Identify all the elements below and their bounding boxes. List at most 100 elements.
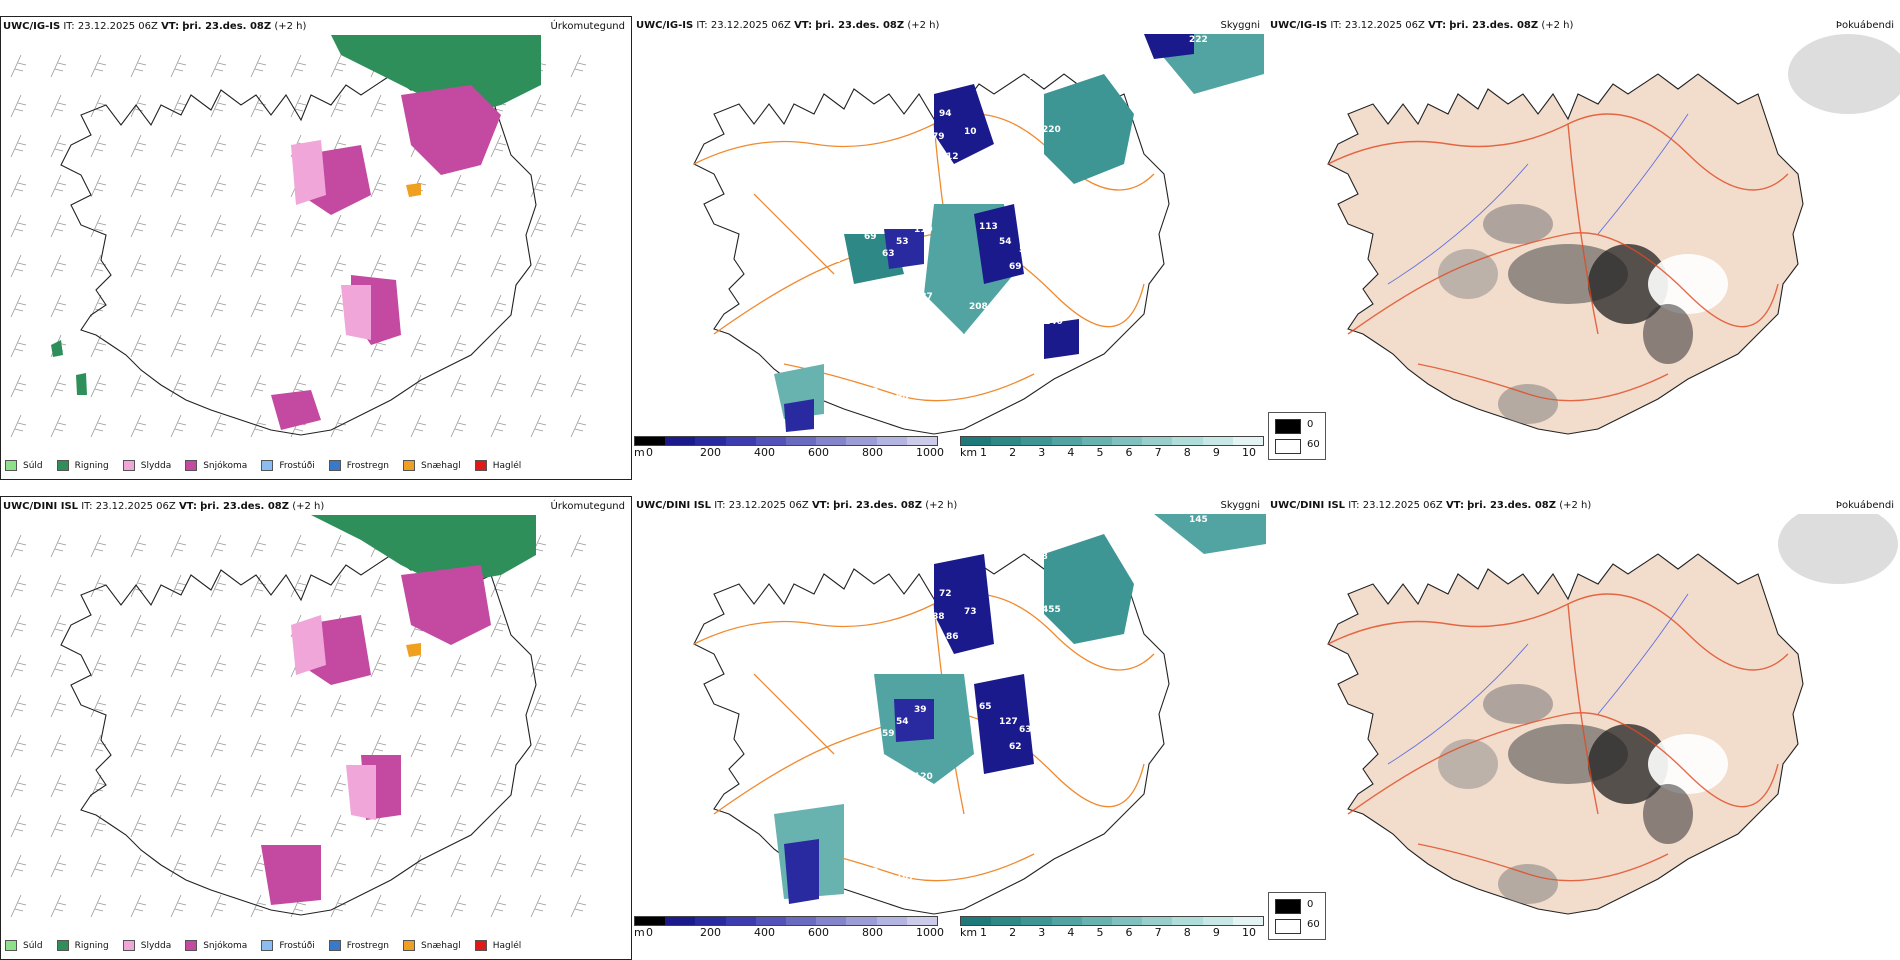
wind-barb: [290, 694, 307, 718]
wind-barb: [50, 374, 67, 398]
wind-barb: [410, 414, 427, 438]
wind-barb: [490, 694, 507, 718]
wind-barb: [330, 214, 347, 238]
wind-barb: [450, 414, 467, 438]
wind-barb: [170, 134, 187, 158]
height-color-cell: [635, 437, 666, 445]
panel-title: Úrkomutegund: [550, 501, 625, 512]
visibility-color-strip: [960, 916, 1264, 926]
wind-barb: [410, 374, 427, 398]
wind-barb: [90, 854, 107, 878]
legend-item: Frostregn: [328, 460, 389, 471]
wind-barb: [130, 334, 147, 358]
wind-barb: [570, 174, 587, 198]
wind-barb: [210, 534, 227, 558]
height-tick-label: 1000: [916, 926, 944, 939]
wind-barb: [530, 214, 547, 238]
cloudbase-label: 127: [999, 717, 1018, 727]
wind-barb: [170, 334, 187, 358]
wind-barb: [570, 94, 587, 118]
height-tick-label: 400: [754, 926, 775, 939]
legend-item: Súld: [5, 940, 43, 951]
height-color-cell: [755, 437, 787, 445]
legend-item: Snjókoma: [185, 460, 247, 471]
wind-barb: [10, 94, 27, 118]
wind-barb: [570, 654, 587, 678]
wind-barb: [10, 54, 27, 78]
wind-barb: [530, 134, 547, 158]
wind-barb: [10, 614, 27, 638]
wind-barb: [50, 774, 67, 798]
wind-barb: [370, 374, 387, 398]
cloudbase-label: 53: [896, 237, 909, 247]
wind-barb: [50, 534, 67, 558]
wind-barb: [370, 894, 387, 918]
precip-type-panel-igis: UWC/IG-IS IT: 23.12.2025 06Z VT: þri. 23…: [0, 16, 632, 480]
wind-barb: [130, 894, 147, 918]
legend-item: Snæhagl: [403, 940, 461, 951]
precip-legend: Súld Rigning Slydda Snjókoma Frostúði Fr…: [5, 940, 535, 951]
cloudbase-label: 11: [846, 837, 859, 847]
height-tick-label: 0: [646, 446, 653, 459]
wind-barb: [170, 534, 187, 558]
panel-header: UWC/DINI ISL IT: 23.12.2025 06Z VT: þri.…: [3, 501, 325, 512]
wind-barb: [90, 894, 107, 918]
wind-barb: [210, 654, 227, 678]
height-color-cell: [725, 437, 756, 445]
wind-barb: [570, 814, 587, 838]
wind-barb: [10, 574, 27, 598]
wind-barb: [450, 294, 467, 318]
cloudbase-label: 120: [914, 772, 933, 782]
wind-barb: [10, 654, 27, 678]
visibility-color-cell: [1021, 917, 1052, 925]
cloudbase-label: 32: [866, 387, 879, 397]
wind-barb: [490, 614, 507, 638]
sleet-area: [291, 615, 326, 675]
snow-area: [401, 85, 501, 175]
wind-barb: [290, 214, 307, 238]
panel-title: Þokuábendi: [1835, 20, 1894, 31]
cloudbase-label: 78: [866, 342, 879, 352]
wind-barb: [370, 94, 387, 118]
wind-barb: [90, 334, 107, 358]
wind-barb: [370, 254, 387, 278]
height-tick-label: 400: [754, 446, 775, 459]
height-color-cell: [816, 437, 847, 445]
legend-item: Slydda: [122, 940, 171, 951]
wind-barb: [210, 134, 227, 158]
wind-barb: [50, 294, 67, 318]
cloudbase-label: 69: [1009, 262, 1022, 272]
wind-barb: [570, 694, 587, 718]
wind-barb: [250, 414, 267, 438]
wind-barb: [250, 334, 267, 358]
wind-barb: [50, 734, 67, 758]
visibility-tick-label: 5: [1096, 926, 1104, 939]
wind-barb: [210, 174, 227, 198]
cloudbase-label: 72: [829, 695, 842, 705]
wind-barb: [210, 94, 227, 118]
wind-barb: [10, 174, 27, 198]
visibility-tick-label: 9: [1212, 446, 1220, 459]
legend-item: Súld: [5, 460, 43, 471]
height-color-cell: [876, 437, 907, 445]
wind-barb: [210, 614, 227, 638]
height-color-cell: [906, 437, 938, 445]
roads: [1327, 593, 1789, 882]
legend-item: Snæhagl: [403, 460, 461, 471]
visibility-color-cell: [991, 437, 1022, 445]
wind-barb: [290, 334, 307, 358]
wind-barb: [50, 614, 67, 638]
sleet-area: [341, 285, 371, 340]
cloudbase-label: 63: [1019, 725, 1032, 735]
rivers: [1387, 113, 1689, 285]
visibility-tick-label: 10: [1242, 926, 1256, 939]
visibility-color-cell: [1172, 437, 1203, 445]
wind-barb: [570, 574, 587, 598]
wind-barb: [10, 534, 27, 558]
visibility-tick-label: 3: [1038, 926, 1046, 939]
wind-barb: [530, 854, 547, 878]
wind-barb: [50, 254, 67, 278]
visibility-tick-label: 6: [1125, 926, 1133, 939]
wind-barb: [330, 94, 347, 118]
wind-barb: [530, 814, 547, 838]
